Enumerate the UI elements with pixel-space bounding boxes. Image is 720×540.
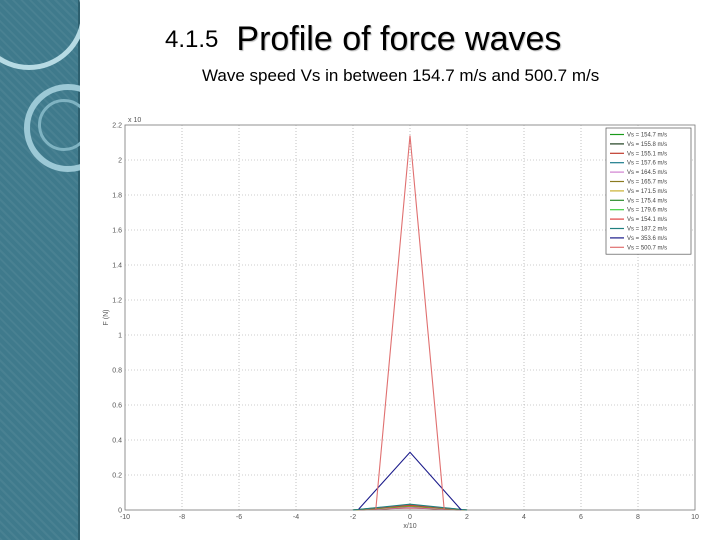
sidebar-edge — [78, 0, 80, 540]
decorative-ring-top — [0, 0, 80, 70]
legend-entry: Vs = 154.1 m/s — [627, 217, 667, 223]
x-tick-label: 6 — [579, 514, 583, 521]
series-line — [375, 135, 445, 510]
section-number: 4.1.5 — [165, 26, 219, 53]
y-tick-label: 0 — [118, 508, 122, 515]
force-wave-chart: -10 -8 -6 -4 -2 0 2 4 6 8 10 0 0.2 0.4 0.6 0.8 1 1.2 1.4 1.… — [103, 117, 699, 530]
y-tick-label: 0.6 — [112, 403, 122, 410]
y-tick-label: 0.2 — [112, 473, 122, 480]
title-text: Profile of force waves — [236, 20, 562, 58]
x-tick-label: 4 — [522, 514, 526, 521]
legend-entry: Vs = 171.5 m/s — [627, 189, 667, 195]
y-tick-label: 1 — [118, 333, 122, 340]
y-exponent-label: x 10 — [128, 117, 141, 124]
legend-entry: Vs = 165.7 m/s — [627, 180, 667, 186]
legend-entry: Vs = 155.8 m/s — [627, 142, 667, 148]
legend-entry: Vs = 175.4 m/s — [627, 198, 667, 204]
slide-title: 4.1.5 Profile of force waves — [165, 20, 561, 59]
x-axis-label: x/10 — [403, 523, 416, 530]
legend-entry: Vs = 353.6 m/s — [627, 236, 667, 242]
x-tick-label: -6 — [236, 514, 242, 521]
x-tick-label: -8 — [179, 514, 185, 521]
x-tick-label: 10 — [691, 514, 699, 521]
x-tick-label: 8 — [636, 514, 640, 521]
legend-entry: Vs = 155.1 m/s — [627, 151, 667, 157]
y-tick-label: 1.6 — [112, 228, 122, 235]
x-tick-label: -4 — [293, 514, 299, 521]
y-tick-label: 2 — [118, 158, 122, 165]
slide-subtitle: Wave speed Vs in between 154.7 m/s and 5… — [202, 66, 600, 85]
sidebar-texture — [0, 0, 80, 540]
x-tick-label: 2 — [465, 514, 469, 521]
x-tick-label: -2 — [350, 514, 356, 521]
y-tick-label: 2.2 — [112, 123, 122, 130]
y-tick-label: 1.4 — [112, 263, 122, 270]
legend-entry: Vs = 179.6 m/s — [627, 208, 667, 214]
x-tick-label: -10 — [120, 514, 130, 521]
series-line — [358, 451, 462, 511]
decorative-ring-inner — [38, 99, 80, 151]
x-tick-label: 0 — [408, 514, 412, 521]
legend-entry: Vs = 187.2 m/s — [627, 227, 667, 233]
legend-entry: Vs = 500.7 m/s — [627, 245, 667, 251]
legend-entry: Vs = 164.5 m/s — [627, 170, 667, 176]
y-tick-label: 0.4 — [112, 438, 122, 445]
decorative-sidebar — [0, 0, 80, 540]
y-axis-label: F (N) — [103, 310, 110, 326]
y-tick-label: 1.2 — [112, 298, 122, 305]
y-tick-label: 1.8 — [112, 193, 122, 200]
y-tick-label: 0.8 — [112, 368, 122, 375]
decorative-ring-middle — [24, 84, 80, 172]
legend-entry: Vs = 154.7 m/s — [627, 133, 667, 139]
legend-entry: Vs = 157.6 m/s — [627, 161, 667, 167]
series-line — [352, 503, 468, 511]
